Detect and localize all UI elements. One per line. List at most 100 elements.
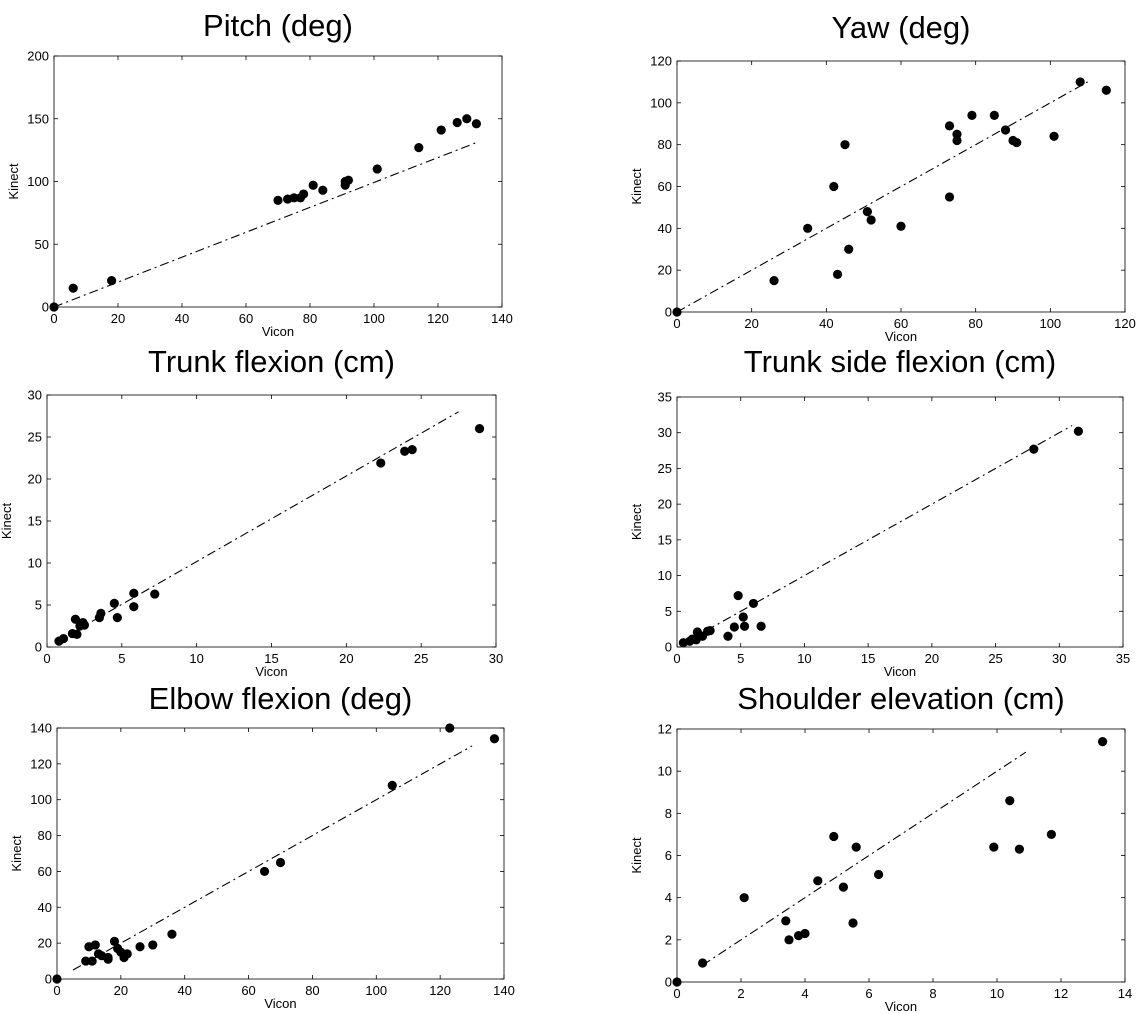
x-axis-label: Vicon (255, 664, 287, 679)
data-point (851, 842, 861, 852)
data-point (1098, 737, 1108, 747)
plot-frame (676, 396, 1124, 648)
data-point (445, 723, 455, 733)
data-point (672, 977, 682, 987)
x-tick-label: 20 (111, 311, 125, 326)
x-tick-label: 30 (489, 651, 503, 666)
y-tick-label: 30 (28, 388, 42, 403)
data-point (318, 185, 328, 195)
data-point (840, 140, 850, 150)
x-tick-label: 20 (925, 651, 939, 666)
y-tick-label: 100 (27, 174, 49, 189)
data-point (436, 125, 446, 135)
x-tick-label: 20 (339, 651, 353, 666)
chart-panel-5: Elbow flexion (deg) 0 20 40 60 80 100 120 140 0 20… (9, 681, 515, 1011)
data-point (400, 446, 410, 456)
y-tick-label: 40 (38, 900, 52, 915)
x-axis-label: Vicon (262, 324, 294, 339)
data-point (967, 110, 977, 120)
data-point (372, 164, 382, 174)
y-tick-label: 100 (650, 95, 672, 110)
data-point (1014, 844, 1024, 854)
chart-title: Yaw (deg) (832, 10, 971, 45)
data-point (103, 954, 113, 964)
y-tick-label: 10 (658, 568, 672, 583)
data-point (748, 598, 759, 609)
data-point (58, 634, 69, 644)
x-tick-label: 140 (493, 983, 515, 998)
x-tick-label: 25 (414, 651, 428, 666)
data-point (989, 842, 999, 852)
fit-line (676, 81, 1088, 313)
data-point (148, 940, 158, 950)
chart-title: Trunk flexion (cm) (148, 344, 395, 379)
chart-panel-3: Trunk flexion (cm) 0 5 10 15 20 25 30 0 5 10 15 20 25… (0, 344, 503, 679)
data-point (452, 117, 462, 128)
data-point (87, 956, 97, 966)
data-point (96, 608, 106, 619)
y-tick-label: 4 (665, 890, 672, 905)
data-point (829, 831, 839, 842)
x-tick-label: 0 (50, 311, 57, 326)
fit-line (72, 745, 473, 971)
data-point (866, 215, 876, 225)
chart-panel-2: Yaw (deg) 0 20 40 60 80 100 120 0 20 40 60 80 100 120 V… (629, 10, 1136, 344)
y-tick-label: 0 (665, 640, 672, 655)
y-axis-label: Kinect (6, 163, 21, 200)
x-tick-label: 40 (819, 316, 833, 331)
y-tick-label: 200 (27, 49, 49, 64)
data-point (944, 192, 955, 202)
data-point (122, 949, 132, 959)
data-point (129, 602, 139, 612)
x-tick-label: 2 (737, 986, 744, 1001)
x-tick-label: 0 (673, 316, 680, 331)
data-point (1073, 426, 1083, 436)
data-point (343, 175, 353, 185)
x-tick-label: 14 (1118, 986, 1132, 1001)
x-tick-label: 100 (365, 983, 387, 998)
data-point (68, 283, 78, 293)
data-point (784, 935, 794, 945)
y-tick-label: 100 (30, 792, 52, 807)
x-tick-label: 6 (865, 986, 872, 1001)
y-tick-label: 20 (658, 497, 672, 512)
y-tick-label: 40 (658, 221, 672, 236)
y-tick-label: 20 (38, 936, 52, 951)
data-point (838, 882, 849, 892)
data-point (112, 613, 122, 623)
x-axis-label: Vicon (885, 999, 917, 1014)
x-tick-label: 15 (861, 651, 875, 666)
y-tick-label: 8 (665, 806, 672, 821)
data-point (862, 207, 873, 217)
data-point (289, 193, 299, 203)
y-tick-label: 0 (42, 300, 49, 315)
x-tick-label: 15 (264, 651, 278, 666)
data-point (813, 876, 823, 886)
x-tick-label: 80 (303, 311, 317, 326)
y-axis-label: Kinect (629, 837, 644, 874)
data-point (733, 590, 743, 601)
x-tick-label: 12 (1054, 986, 1068, 1001)
y-tick-label: 35 (658, 390, 672, 405)
data-point (474, 424, 485, 434)
y-tick-label: 0 (45, 972, 52, 987)
x-tick-label: 0 (53, 983, 60, 998)
fit-line (53, 142, 477, 308)
data-point (729, 622, 739, 632)
chart-panel-4: Trunk side flexion (cm) 0 5 10 15 20 25 30 35 0 5 1… (629, 344, 1130, 679)
data-point (299, 189, 309, 199)
data-point (135, 942, 145, 952)
data-point (387, 780, 397, 790)
data-point (769, 276, 779, 286)
y-tick-label: 120 (30, 756, 52, 771)
fit-line (702, 751, 1027, 966)
x-tick-label: 60 (241, 983, 255, 998)
y-tick-label: 10 (28, 556, 42, 571)
data-point (723, 631, 733, 641)
data-point (376, 458, 386, 468)
data-point (800, 928, 810, 939)
data-point (90, 940, 100, 950)
data-point (275, 857, 286, 868)
x-axis-label: Vicon (264, 996, 296, 1011)
y-axis-label: Kinect (629, 504, 644, 541)
